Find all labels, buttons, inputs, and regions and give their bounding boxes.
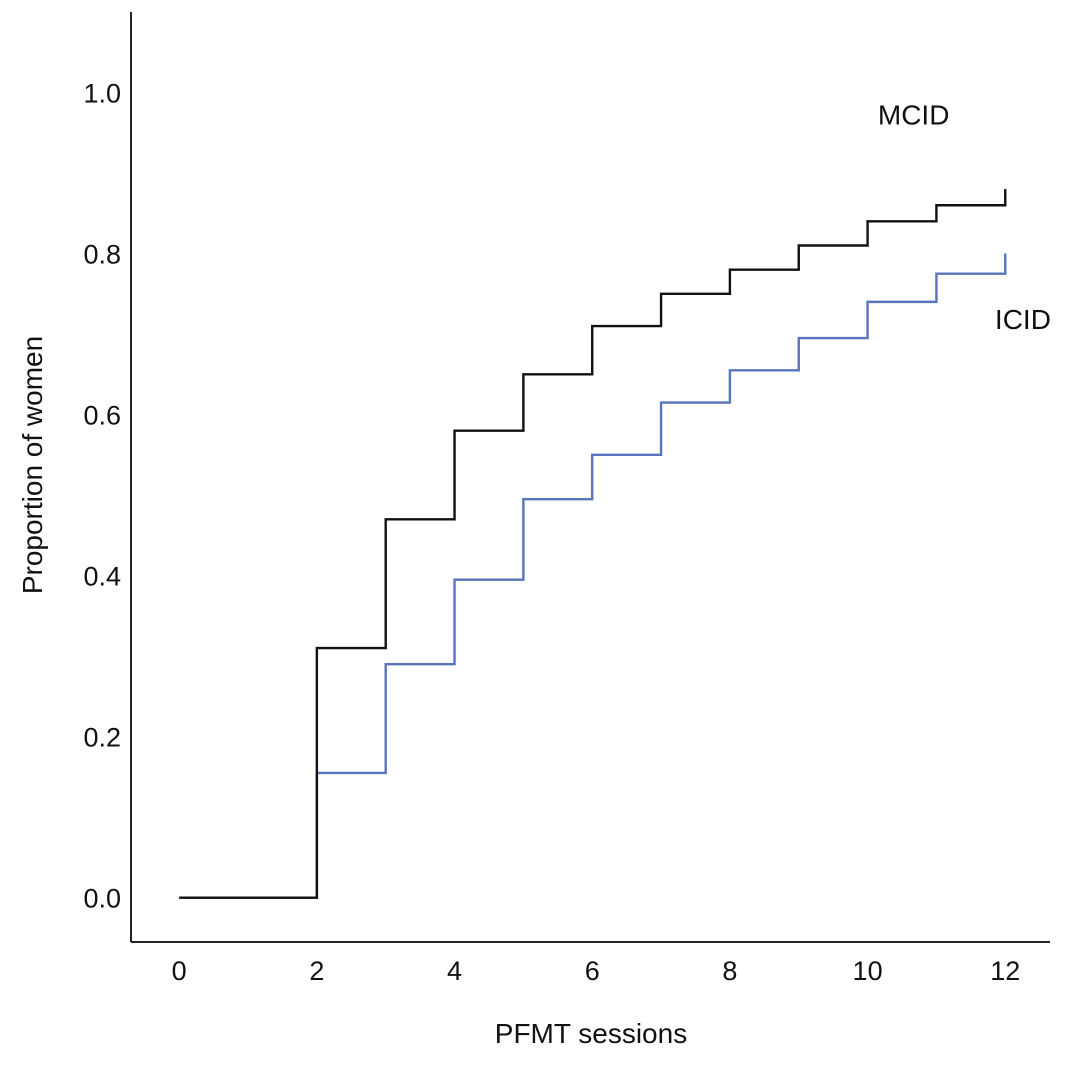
plot-lines [179,189,1007,899]
y-axis-title: Proportion of women [17,336,48,594]
x-tick-label: 10 [853,956,883,986]
y-tick-label: 1.0 [83,79,121,109]
x-tick-labels: 0 2 4 6 8 10 12 [172,956,1021,986]
series-line-mcid [179,189,1007,899]
y-tick-label: 0.0 [83,884,121,914]
x-tick-label: 2 [309,956,324,986]
x-axis-title: PFMT sessions [495,1018,687,1049]
x-tick-label: 6 [585,956,600,986]
series-label-mcid: MCID [878,100,950,131]
y-tick-label: 0.4 [83,562,121,592]
series-labels: MCID ICID [878,100,1051,336]
y-tick-label: 0.6 [83,401,121,431]
x-tick-label: 4 [447,956,462,986]
x-tick-label: 12 [990,956,1020,986]
y-tick-labels: 0.0 0.2 0.4 0.6 0.8 1.0 [83,79,121,914]
y-tick-label: 0.8 [83,240,121,270]
series-label-icid: ICID [995,304,1051,335]
x-tick-label: 0 [172,956,187,986]
x-tick-label: 8 [722,956,737,986]
y-tick-label: 0.2 [83,723,121,753]
series-line-icid [179,253,1007,899]
